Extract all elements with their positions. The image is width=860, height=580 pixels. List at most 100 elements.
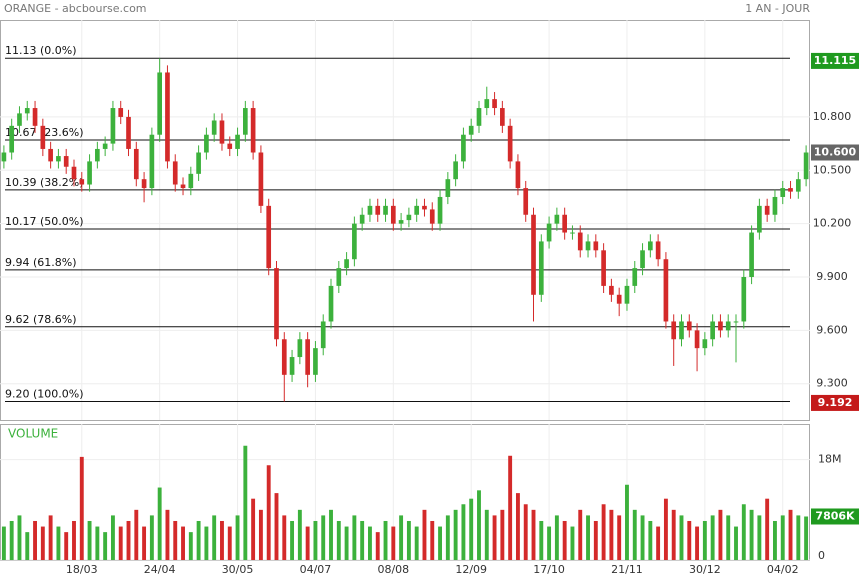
candle-body bbox=[414, 205, 420, 215]
candle-body bbox=[141, 179, 147, 189]
candle-body bbox=[258, 152, 264, 206]
price-marker bbox=[811, 144, 859, 161]
volume-bar bbox=[33, 520, 37, 560]
volume-bar bbox=[625, 484, 629, 560]
candle-body bbox=[523, 188, 529, 215]
volume-bar bbox=[632, 509, 637, 560]
candle-body bbox=[118, 108, 124, 117]
volume-bar bbox=[765, 498, 770, 560]
candle-body bbox=[180, 184, 186, 189]
volume-bar bbox=[710, 515, 715, 560]
volume-bar bbox=[227, 526, 232, 560]
candle-body bbox=[157, 72, 162, 135]
y-tick-label: 9.600 bbox=[816, 323, 848, 336]
candle-body bbox=[538, 241, 544, 295]
candle-body bbox=[632, 268, 638, 286]
volume-bar bbox=[118, 526, 123, 560]
volume-bar bbox=[726, 515, 731, 560]
volume-bar bbox=[531, 509, 536, 560]
candle-body bbox=[694, 330, 700, 349]
candle-body bbox=[609, 285, 614, 295]
candle-body bbox=[359, 214, 365, 224]
x-tick-label: 04/07 bbox=[300, 563, 332, 576]
volume-bar bbox=[547, 526, 552, 560]
x-tick-label: 18/03 bbox=[66, 563, 98, 576]
price-panel bbox=[0, 20, 810, 421]
candle-body bbox=[593, 241, 599, 251]
volume-bar bbox=[757, 515, 762, 560]
candle-body bbox=[227, 143, 233, 149]
candle-body bbox=[570, 232, 575, 234]
volume-marker bbox=[811, 508, 859, 525]
volume-bar bbox=[64, 532, 69, 560]
candle-body bbox=[274, 268, 279, 340]
volume-bar bbox=[336, 520, 341, 560]
candle-body bbox=[17, 113, 22, 126]
candle-body bbox=[554, 214, 560, 224]
volume-bar bbox=[134, 509, 139, 560]
candle-body bbox=[772, 196, 778, 215]
candle-body bbox=[344, 259, 349, 269]
candle-body bbox=[172, 161, 178, 185]
volume-bar bbox=[430, 520, 435, 560]
price-marker-label: 10.600 bbox=[814, 146, 857, 159]
candle-body bbox=[406, 214, 412, 221]
volume-bar bbox=[313, 520, 318, 560]
candle-body bbox=[289, 357, 295, 375]
volume-bar bbox=[671, 509, 676, 560]
fib-label: 10.17 (50.0%) bbox=[5, 215, 84, 228]
volume-bar bbox=[188, 532, 193, 560]
volume-bar bbox=[749, 509, 754, 560]
volume-bar bbox=[477, 490, 481, 560]
candle-body bbox=[126, 116, 131, 149]
volume-bar bbox=[220, 520, 224, 560]
x-tick-label: 08/08 bbox=[377, 563, 409, 576]
volume-bar bbox=[25, 532, 30, 560]
volume-bar bbox=[72, 520, 76, 560]
candle-body bbox=[640, 250, 645, 269]
volume-bar bbox=[266, 465, 271, 560]
candle-body bbox=[562, 214, 567, 233]
volume-bar bbox=[617, 515, 622, 560]
volume-bar bbox=[484, 509, 489, 560]
candle-body bbox=[531, 214, 536, 295]
volume-bar bbox=[406, 520, 411, 560]
chart-title: ORANGE - abcbourse.com bbox=[4, 2, 147, 15]
candle-body bbox=[48, 148, 53, 162]
volume-bar bbox=[609, 509, 614, 560]
candle-body bbox=[63, 156, 69, 167]
volume-bar bbox=[500, 509, 505, 560]
candle-body bbox=[741, 277, 747, 322]
candle-body bbox=[725, 321, 731, 331]
volume-bar bbox=[321, 515, 326, 560]
candle-body bbox=[95, 148, 100, 162]
candle-body bbox=[671, 321, 677, 340]
volume-bar bbox=[422, 509, 427, 560]
candle-body bbox=[437, 196, 443, 224]
volume-bar bbox=[282, 515, 287, 560]
volume-bar bbox=[157, 487, 162, 560]
volume-bar bbox=[110, 515, 115, 560]
volume-bar bbox=[79, 456, 84, 560]
volume-bar bbox=[453, 509, 458, 560]
volume-bar bbox=[601, 504, 606, 560]
volume-bar bbox=[290, 520, 295, 560]
candle-body bbox=[733, 321, 739, 323]
volume-bar bbox=[375, 532, 380, 560]
candle-body bbox=[577, 232, 583, 251]
candle-body bbox=[375, 205, 381, 215]
volume-bar bbox=[368, 526, 372, 560]
y-tick-label: 10.200 bbox=[813, 217, 852, 230]
candle-body bbox=[398, 220, 404, 224]
candle-body bbox=[445, 179, 451, 197]
volume-bar bbox=[734, 526, 738, 560]
volume-bar bbox=[508, 455, 513, 560]
candle-body bbox=[149, 134, 155, 189]
candle-body bbox=[87, 161, 92, 185]
x-tick-label: 24/04 bbox=[144, 563, 176, 576]
volume-bar bbox=[586, 515, 590, 560]
volume-bar bbox=[204, 526, 209, 560]
candle-body bbox=[250, 108, 256, 153]
candle-body bbox=[648, 241, 653, 251]
candle-body bbox=[484, 99, 490, 109]
